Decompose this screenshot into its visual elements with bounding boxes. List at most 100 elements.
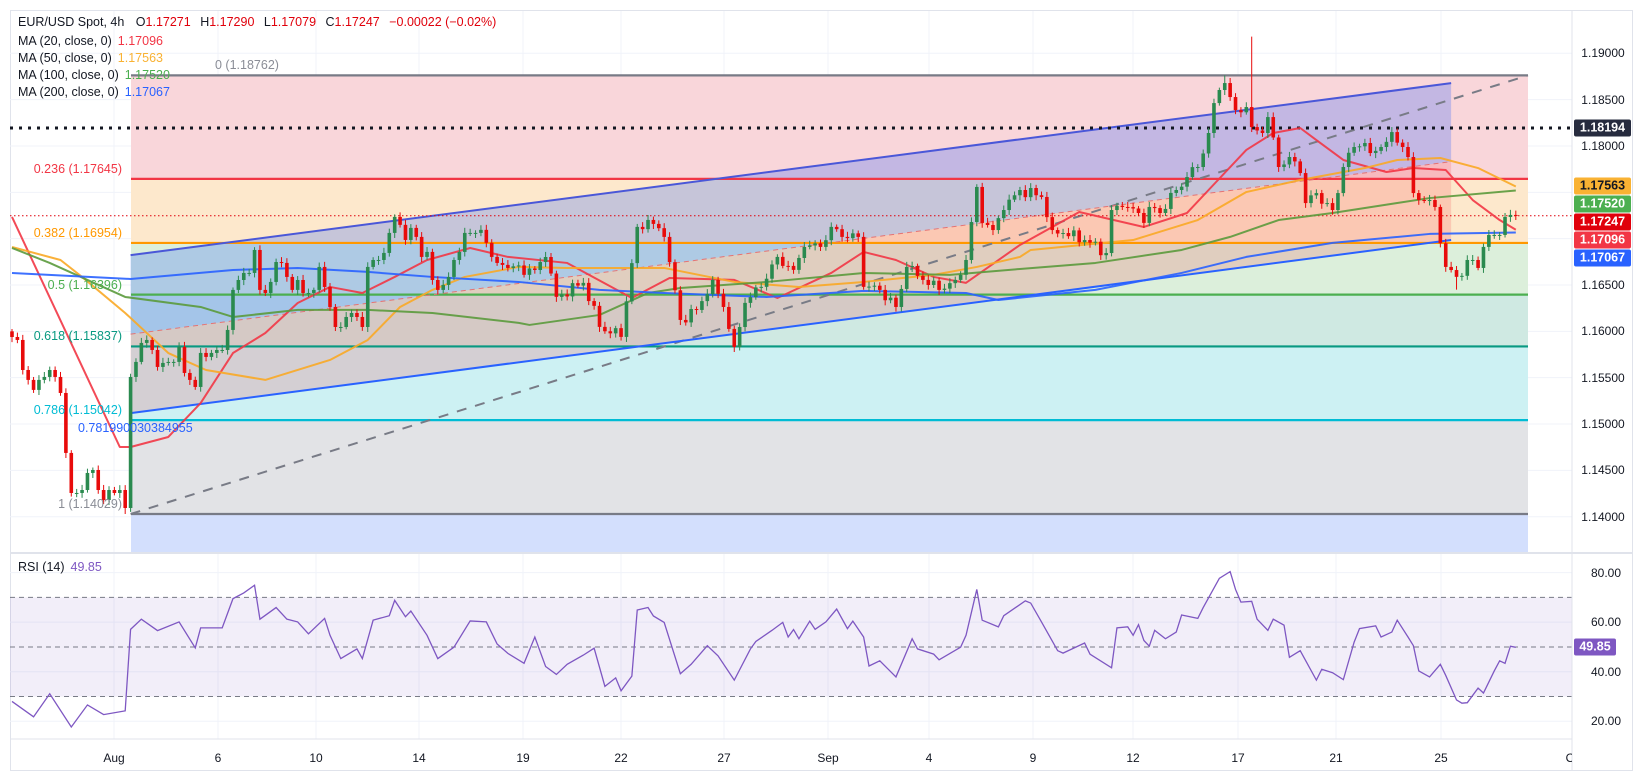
candle — [635, 223, 640, 268]
candle-body — [1266, 117, 1270, 134]
candle — [1142, 208, 1146, 229]
candle-body — [775, 256, 780, 265]
symbol-header: EUR/USD Spot, 4h O1.17271 H1.17290 L1.17… — [18, 15, 496, 30]
candle-body — [1390, 132, 1394, 142]
candle-body — [1411, 157, 1416, 194]
candle-body — [829, 226, 834, 241]
candle-body — [1465, 259, 1470, 276]
candle — [1158, 205, 1162, 218]
candle-body — [80, 490, 84, 493]
candle-body — [419, 236, 424, 257]
candle — [495, 253, 499, 266]
candle-body — [1088, 240, 1092, 243]
candle-body — [1260, 130, 1265, 134]
candle — [700, 296, 704, 313]
candle — [258, 245, 262, 295]
candle — [376, 255, 381, 265]
candle-body — [398, 216, 402, 225]
candle — [527, 264, 532, 280]
candle — [926, 274, 931, 290]
price-axis-tick: 1.15000 — [1581, 417, 1625, 432]
legend-ma100[interactable]: MA (100, close, 0) 1.17520 — [18, 68, 170, 83]
candle — [705, 289, 710, 307]
candle — [651, 216, 656, 229]
legend-ma200[interactable]: MA (200, close, 0) 1.17067 — [18, 85, 170, 100]
legend-ma20[interactable]: MA (20, close, 0) 1.17096 — [18, 34, 163, 49]
candle — [360, 311, 365, 331]
legend-rsi[interactable]: RSI (14) 49.85 — [18, 560, 102, 575]
candle — [425, 247, 429, 260]
symbol-title: EUR/USD Spot, 4h — [18, 15, 125, 29]
candle-body — [58, 376, 63, 393]
candle-body — [921, 275, 925, 280]
time-axis-label: Oct — [1565, 751, 1572, 765]
candle — [1077, 227, 1082, 247]
candle — [737, 323, 742, 351]
candle-body — [338, 326, 343, 328]
candle-body — [1061, 233, 1065, 235]
candle-body — [630, 263, 634, 302]
candle-body — [877, 285, 882, 290]
candle — [1201, 149, 1205, 171]
candle-body — [678, 290, 683, 320]
candle-body — [613, 328, 618, 334]
candle-body — [301, 279, 305, 293]
candle-body — [144, 339, 149, 343]
rsi-line — [11, 570, 1516, 729]
candle-body — [344, 316, 348, 327]
candle-body — [74, 492, 79, 494]
candle-body — [904, 266, 909, 289]
candle-body — [1093, 241, 1098, 243]
candle — [430, 248, 435, 285]
candle — [1346, 147, 1351, 173]
candle-body — [64, 392, 68, 453]
candle-body — [689, 309, 693, 323]
time-axis[interactable]: Aug 6 10 14 19 22 27 Sep 4 9 12 17 21 25 Oct — [10, 740, 1572, 770]
candle — [215, 346, 219, 359]
candle — [107, 486, 111, 505]
candle-body — [1341, 167, 1346, 194]
channel-mid-line — [130, 161, 1452, 335]
candle — [295, 276, 300, 295]
candle-body — [1476, 259, 1480, 268]
candle-body — [516, 265, 521, 267]
candle — [1379, 144, 1383, 155]
candle-body — [754, 287, 758, 298]
candle — [457, 247, 462, 265]
candle — [807, 240, 812, 250]
candle — [1271, 112, 1276, 140]
candle — [797, 254, 801, 274]
candle — [452, 257, 456, 281]
candle — [506, 260, 510, 272]
candle-body — [861, 236, 866, 287]
candle-body — [101, 490, 106, 501]
candle — [96, 465, 101, 494]
legend-ma50[interactable]: MA (50, close, 0) 1.17563 — [18, 51, 163, 66]
change-value: −0.00022 (−0.02%) — [389, 15, 497, 29]
candle-body — [441, 284, 445, 290]
candle-body — [813, 243, 817, 246]
candle-body — [155, 349, 160, 367]
candle — [1244, 102, 1249, 115]
candle-body — [1487, 234, 1491, 247]
candle — [754, 284, 758, 300]
candle — [387, 228, 392, 257]
candle-body — [409, 227, 413, 240]
price-tag: 1.17067 — [1574, 249, 1631, 267]
candle — [42, 371, 47, 384]
candle — [1309, 190, 1313, 208]
candle — [247, 268, 251, 277]
candle-body — [786, 265, 790, 267]
candle-body — [290, 276, 295, 290]
time-axis-label: 9 — [1029, 751, 1037, 765]
candle — [1007, 194, 1011, 215]
candle — [640, 222, 645, 234]
candle-body — [473, 232, 478, 234]
candle-body — [1244, 107, 1249, 113]
candle — [543, 251, 548, 267]
candle — [441, 279, 445, 294]
candle-body — [834, 226, 839, 230]
candle — [209, 349, 214, 361]
candle-body — [1131, 207, 1135, 209]
